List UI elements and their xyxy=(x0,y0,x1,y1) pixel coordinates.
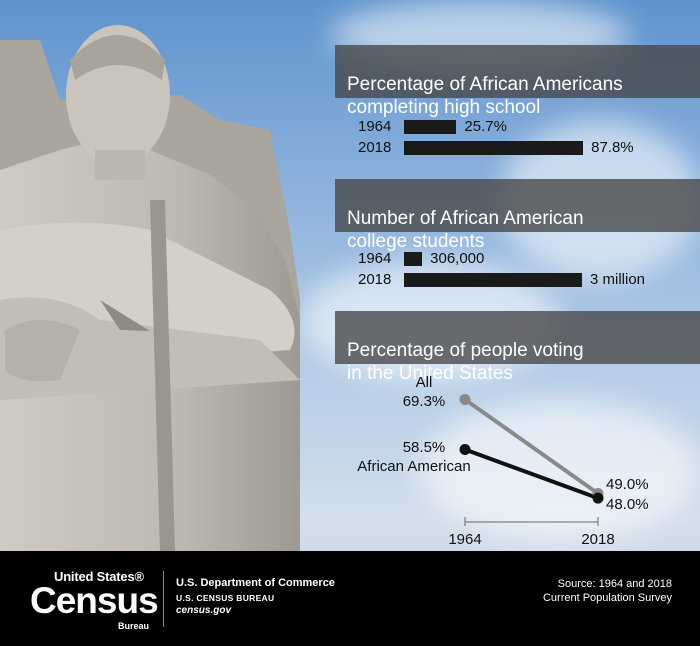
cloud-shape xyxy=(420,400,700,540)
bar-value-label: 3 million xyxy=(590,271,646,288)
source-line-1: Source: 1964 and 2018 xyxy=(557,578,672,590)
point-african-american-2018 xyxy=(592,492,604,504)
bar-category-label: 2018 xyxy=(358,139,392,156)
series-line-african-american xyxy=(464,447,599,500)
chart3-title-box: Percentage of people voting in the Unite… xyxy=(335,311,700,384)
bureau-name: U.S. CENSUS BUREAU xyxy=(176,593,275,603)
bar-value-label: 87.8% xyxy=(591,139,634,156)
logo-top-text: United States® xyxy=(54,569,144,584)
bar-category-label: 1964 xyxy=(358,118,392,135)
chart1-title-box: Percentage of African Americans completi… xyxy=(335,45,700,118)
x-tick-label-2018: 2018 xyxy=(581,531,614,548)
point-all-1964 xyxy=(459,394,471,405)
x-tick-label-1964: 1964 xyxy=(448,531,481,548)
statue-image xyxy=(0,25,300,551)
footer-divider xyxy=(163,571,164,627)
source-line-2: Current Population Survey xyxy=(542,592,672,604)
series-line-all xyxy=(463,397,600,496)
chart2-title-box: Number of African American college stude… xyxy=(335,179,700,252)
bar-category-label: 1964 xyxy=(358,250,392,267)
value-label-african-american-1964: 58.5% xyxy=(403,439,446,456)
department-name: U.S. Department of Commerce xyxy=(176,577,335,589)
website-link[interactable]: census.gov xyxy=(176,605,232,616)
value-label-all-1964: 69.3% xyxy=(403,393,446,410)
value-label-all-2018: 49.0% xyxy=(606,476,649,493)
bar-1964 xyxy=(404,120,457,134)
bar-value-label: 306,000 xyxy=(430,250,485,267)
point-african-american-1964 xyxy=(459,444,471,455)
bar-1964 xyxy=(404,252,423,266)
logo-sub-text: Bureau xyxy=(118,621,150,631)
value-label-african-american-2018: 48.0% xyxy=(606,496,649,513)
series-name-african-american: African American xyxy=(357,458,470,475)
chart1-title: Percentage of African Americans completi… xyxy=(347,74,623,118)
chart3-title: Percentage of people voting in the Unite… xyxy=(347,340,584,384)
voting-line-chart: 1964 2018 All 69.3% 58.5% African Americ… xyxy=(357,374,649,548)
bar-2018 xyxy=(404,273,582,287)
bar-value-label: 25.7% xyxy=(464,118,507,135)
census-logo: Census xyxy=(30,580,159,621)
bar-category-label: 2018 xyxy=(358,271,392,288)
footer-bar: United States® Census Bureau U.S. Depart… xyxy=(0,551,700,646)
bar-2018 xyxy=(404,141,584,155)
series-name-all: All xyxy=(416,374,433,391)
chart2-title: Number of African American college stude… xyxy=(347,208,584,252)
